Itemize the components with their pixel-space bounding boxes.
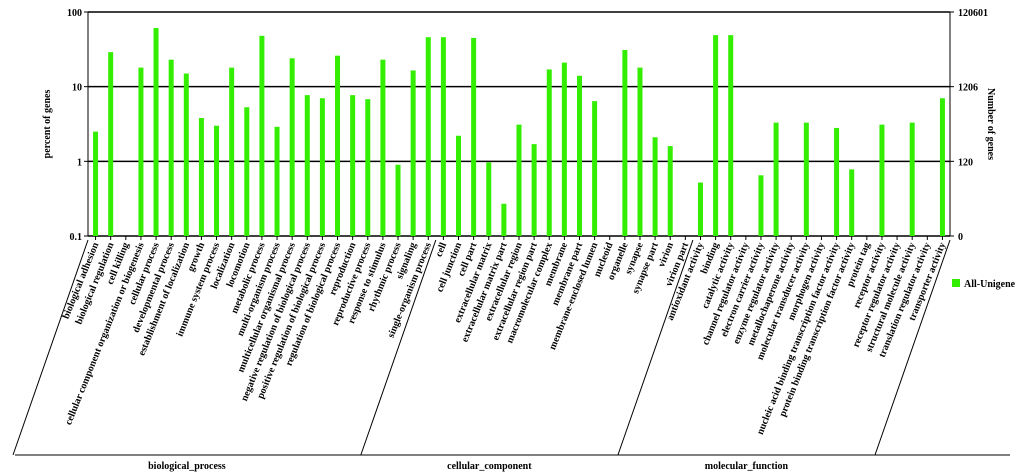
- bar: [410, 70, 416, 237]
- legend-label: All-Unigene: [964, 279, 1016, 290]
- bar: [289, 58, 295, 237]
- bar: [637, 67, 643, 236]
- bar: [350, 95, 356, 236]
- bar: [516, 124, 522, 236]
- bar: [138, 67, 144, 236]
- bar: [214, 125, 220, 236]
- bar: [501, 203, 507, 236]
- bar: [879, 124, 885, 236]
- bar: [939, 98, 945, 236]
- group-separator: [12, 239, 89, 456]
- bar: [93, 131, 99, 236]
- bar: [365, 99, 371, 236]
- bar: [319, 98, 325, 236]
- bar: [153, 28, 159, 237]
- y-axis-title: percent of genes: [42, 90, 53, 159]
- bar: [335, 55, 341, 236]
- bar: [531, 144, 537, 236]
- bar: [758, 175, 764, 236]
- group-separator: [874, 239, 951, 456]
- y-tick-label: 10: [72, 83, 82, 94]
- y-tick-label: 0.1: [70, 232, 83, 243]
- y2-tick-label: 120601: [958, 8, 988, 19]
- bar: [183, 73, 189, 236]
- bar: [229, 67, 235, 236]
- bar: [456, 135, 462, 236]
- group-label: biological_process: [148, 461, 226, 472]
- bar: [728, 35, 734, 237]
- bar: [561, 62, 567, 237]
- y-tick-label: 100: [67, 8, 82, 19]
- bar: [380, 59, 386, 236]
- bar: [713, 35, 719, 237]
- bar: [576, 75, 582, 237]
- y2-axis-title: Number of genes: [985, 88, 996, 160]
- bar: [471, 37, 477, 237]
- bar: [803, 122, 809, 236]
- bar: [667, 146, 673, 236]
- bar: [244, 107, 250, 237]
- x-tick-label: cell: [434, 241, 450, 259]
- group-separator: [360, 239, 437, 456]
- bar: [486, 162, 492, 236]
- bar: [546, 69, 552, 237]
- y-tick-label: 1: [77, 157, 82, 168]
- y2-tick-label: 0: [958, 232, 963, 243]
- bar: [652, 137, 658, 236]
- group-label: cellular_component: [447, 461, 532, 472]
- y2-tick-label: 120: [958, 157, 973, 168]
- bar: [395, 164, 401, 236]
- bar: [440, 37, 446, 236]
- y2-tick-label: 1206: [958, 83, 978, 94]
- bar: [622, 49, 628, 236]
- bar: [834, 127, 840, 236]
- bar: [304, 95, 310, 236]
- bar: [592, 101, 598, 236]
- bar: [168, 59, 174, 236]
- bar: [108, 52, 114, 237]
- bar: [697, 182, 703, 236]
- bar: [198, 118, 204, 236]
- bar: [773, 122, 779, 236]
- group-separator: [617, 239, 694, 456]
- group-label: molecular_function: [705, 461, 789, 472]
- bar: [909, 122, 915, 236]
- legend-swatch: [952, 279, 960, 287]
- bar: [849, 169, 855, 236]
- bar: [425, 37, 431, 236]
- bar: [259, 35, 265, 236]
- bar: [274, 126, 280, 236]
